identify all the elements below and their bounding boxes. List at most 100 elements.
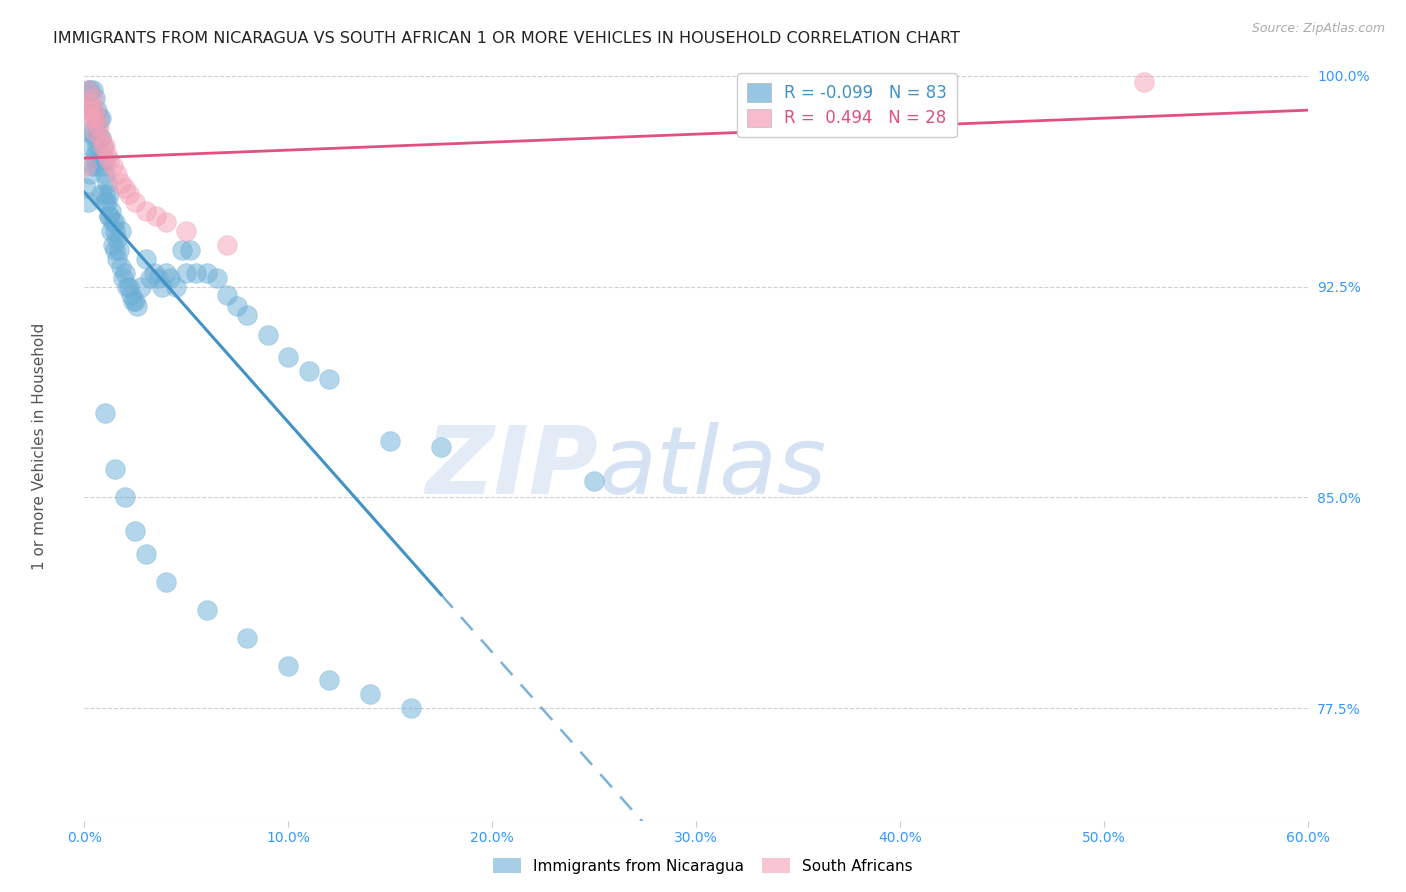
Point — [165, 279, 187, 293]
Point — [155, 266, 177, 280]
Point — [90, 187, 112, 202]
Point — [430, 440, 453, 454]
Point — [86, 103, 108, 117]
Point — [79, 97, 101, 112]
Point — [75, 159, 97, 173]
Point — [146, 271, 169, 285]
Point — [120, 288, 142, 302]
Point — [100, 203, 122, 218]
Point — [277, 659, 299, 673]
Point — [142, 266, 165, 280]
Point — [135, 547, 157, 561]
Point — [380, 434, 402, 449]
Point — [104, 215, 127, 229]
Point — [87, 131, 110, 145]
Point — [150, 279, 173, 293]
Point — [159, 271, 181, 285]
Point — [90, 111, 112, 125]
Point — [93, 139, 115, 153]
Point — [79, 111, 101, 125]
Point — [236, 631, 259, 645]
Point — [79, 167, 101, 181]
Point — [86, 139, 108, 153]
Point — [155, 215, 177, 229]
Point — [108, 244, 131, 258]
Point — [93, 406, 115, 420]
Point — [104, 244, 127, 258]
Point — [77, 125, 100, 139]
Point — [83, 125, 105, 139]
Point — [83, 153, 105, 168]
Point — [174, 266, 197, 280]
Point — [110, 176, 132, 190]
Point — [399, 701, 422, 715]
Point — [82, 91, 104, 105]
Point — [114, 266, 136, 280]
Point — [135, 252, 157, 266]
Point — [83, 131, 105, 145]
Point — [318, 673, 340, 687]
Point — [127, 300, 149, 314]
Point — [118, 187, 141, 202]
Point — [79, 139, 101, 153]
Point — [118, 279, 141, 293]
Text: 1 or more Vehicles in Household: 1 or more Vehicles in Household — [32, 322, 46, 570]
Point — [79, 97, 101, 112]
Legend: Immigrants from Nicaragua, South Africans: Immigrants from Nicaragua, South African… — [488, 852, 918, 880]
Point — [77, 83, 100, 97]
Point — [226, 300, 249, 314]
Point — [318, 372, 340, 386]
Point — [91, 139, 114, 153]
Point — [93, 187, 115, 202]
Point — [82, 103, 104, 117]
Point — [87, 111, 110, 125]
Point — [90, 153, 112, 168]
Point — [87, 120, 110, 134]
Point — [112, 271, 135, 285]
Point — [100, 223, 122, 237]
Point — [122, 293, 145, 308]
Text: IMMIGRANTS FROM NICARAGUA VS SOUTH AFRICAN 1 OR MORE VEHICLES IN HOUSEHOLD CORRE: IMMIGRANTS FROM NICARAGUA VS SOUTH AFRIC… — [53, 31, 960, 46]
Point — [205, 271, 228, 285]
Point — [131, 279, 153, 293]
Point — [93, 167, 115, 181]
Point — [96, 147, 118, 161]
Legend: R = -0.099   N = 83, R =  0.494   N = 28: R = -0.099 N = 83, R = 0.494 N = 28 — [737, 73, 956, 137]
Point — [101, 215, 124, 229]
Text: atlas: atlas — [598, 422, 827, 513]
Point — [91, 159, 114, 173]
Point — [101, 159, 124, 173]
Point — [114, 491, 136, 505]
Point — [114, 181, 136, 195]
Point — [145, 210, 167, 224]
Point — [257, 327, 280, 342]
Point — [186, 266, 208, 280]
Point — [77, 195, 100, 210]
Point — [83, 91, 105, 105]
Point — [83, 103, 105, 117]
Point — [79, 83, 101, 97]
Point — [115, 279, 138, 293]
Point — [82, 83, 104, 97]
Point — [91, 139, 114, 153]
Point — [124, 195, 146, 210]
Point — [138, 271, 160, 285]
Point — [359, 687, 381, 701]
Point — [104, 462, 127, 476]
Point — [86, 120, 108, 134]
Point — [110, 260, 132, 274]
Point — [97, 210, 120, 224]
Point — [82, 125, 104, 139]
Point — [77, 103, 100, 117]
Point — [155, 574, 177, 589]
Point — [82, 159, 104, 173]
Point — [172, 244, 194, 258]
Point — [195, 266, 218, 280]
Point — [86, 111, 108, 125]
Text: ZIP: ZIP — [425, 422, 598, 514]
Point — [104, 223, 127, 237]
Point — [124, 293, 146, 308]
Point — [90, 131, 112, 145]
Point — [93, 195, 115, 210]
Point — [86, 159, 108, 173]
